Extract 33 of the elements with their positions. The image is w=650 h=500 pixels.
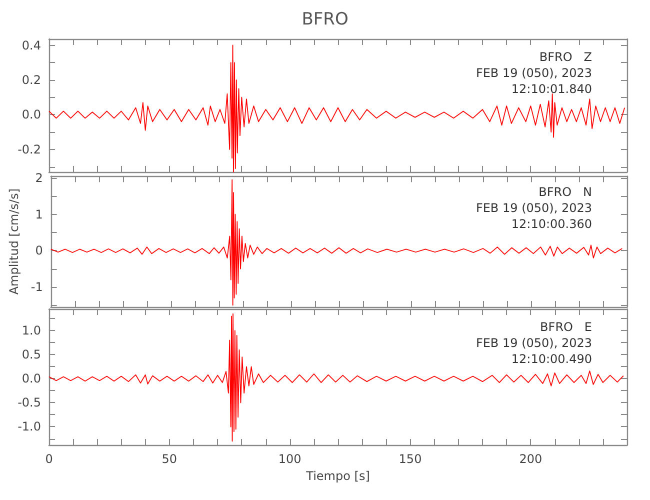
y-tick-label: 0.0 bbox=[22, 108, 41, 122]
annotation: FEB 19 (050), 2023 bbox=[476, 66, 592, 80]
y-tick-label: 0.2 bbox=[22, 72, 41, 87]
line-series bbox=[50, 179, 623, 306]
line-series bbox=[48, 44, 626, 172]
y-axis-title: Amplitud [cm/s/s] bbox=[7, 188, 21, 295]
annotation: BFRO N bbox=[538, 185, 592, 199]
y-tick-label: 2 bbox=[35, 171, 43, 185]
chart-title: BFRO bbox=[302, 10, 348, 30]
y-tick-label: 1.0 bbox=[22, 324, 41, 338]
line-series bbox=[48, 313, 624, 442]
y-tick-label: 0.4 bbox=[22, 38, 41, 52]
x-tick-label: 50 bbox=[162, 452, 178, 466]
y-tick-label: 1 bbox=[35, 207, 43, 222]
x-tick-label: 100 bbox=[278, 452, 302, 466]
annotation: 12:10:00.490 bbox=[511, 352, 592, 366]
y-tick-label: -1 bbox=[30, 280, 43, 294]
x-tick-label: 0 bbox=[45, 452, 53, 466]
x-tick-label: 150 bbox=[398, 452, 422, 466]
annotation: FEB 19 (050), 2023 bbox=[476, 201, 592, 215]
y-tick-label: -1.0 bbox=[18, 420, 41, 434]
annotation: 12:10:00.360 bbox=[511, 217, 592, 231]
y-tick-label: 0 bbox=[35, 244, 43, 258]
y-tick-label: -0.2 bbox=[18, 142, 41, 156]
annotation: 12:10:01.840 bbox=[511, 82, 592, 96]
x-axis-title: Tiempo [s] bbox=[305, 468, 370, 483]
y-tick-label: 0.5 bbox=[22, 348, 41, 362]
annotation: BFRO Z bbox=[539, 50, 592, 64]
y-tick-label: 0.0 bbox=[22, 372, 41, 386]
y-tick-label: -0.5 bbox=[18, 396, 41, 410]
annotation: FEB 19 (050), 2023 bbox=[476, 336, 592, 350]
annotation: BFRO E bbox=[540, 320, 592, 334]
x-tick-label: 200 bbox=[519, 452, 542, 466]
